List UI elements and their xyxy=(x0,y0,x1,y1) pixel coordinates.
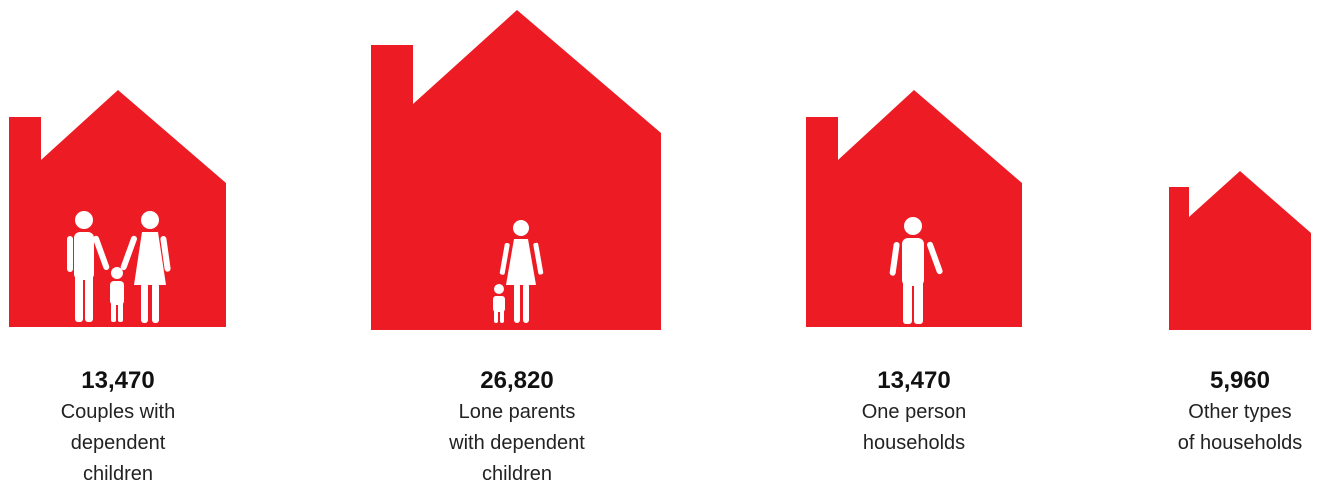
family-icon xyxy=(67,211,171,323)
house xyxy=(1169,171,1311,330)
label: Couples with xyxy=(61,401,176,423)
label: of households xyxy=(1178,432,1303,454)
label: with dependent xyxy=(448,432,585,454)
value: 13,470 xyxy=(877,367,950,394)
house xyxy=(371,10,661,330)
item: 5,960 Other types of households xyxy=(1178,367,1303,454)
value: 26,820 xyxy=(480,367,553,394)
house xyxy=(806,90,1022,327)
label: dependent xyxy=(71,432,166,454)
house xyxy=(9,90,226,327)
label: Other types xyxy=(1188,401,1291,423)
value: 5,960 xyxy=(1210,367,1270,394)
person-icon xyxy=(889,217,943,324)
label: Lone parents xyxy=(459,401,576,423)
label: One person xyxy=(862,401,967,423)
value: 13,470 xyxy=(81,367,154,394)
item: 26,820 Lone parents with dependent child… xyxy=(448,367,585,485)
label: children xyxy=(482,463,552,485)
label: children xyxy=(83,463,153,485)
item: 13,470 One person households xyxy=(862,367,967,454)
lone-parent-icon xyxy=(493,220,544,323)
item: 13,470 Couples with dependent children xyxy=(61,367,176,485)
label: households xyxy=(863,432,965,454)
